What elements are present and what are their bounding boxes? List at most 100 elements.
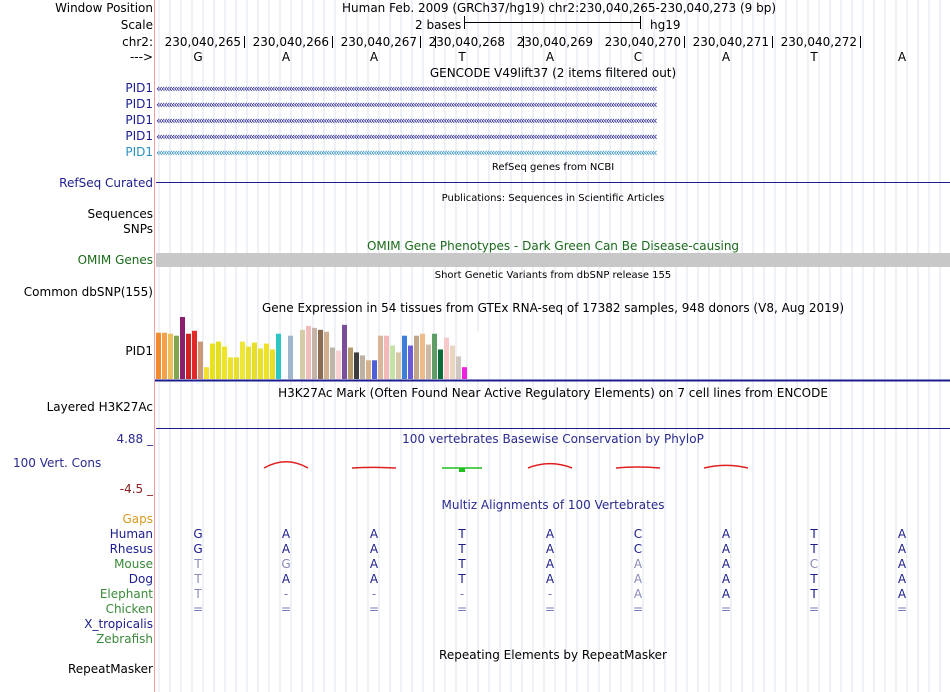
multiz-species-label[interactable]: Mouse [114,557,153,571]
gtex-tissue-bar[interactable] [258,348,263,379]
multiz-species-label[interactable]: Rhesus [109,542,153,556]
gtex-tissue-bar[interactable] [300,329,305,379]
multiz-species-label[interactable]: Dog [128,572,153,586]
gtex-tissue-bar[interactable] [366,360,371,379]
gencode-transcript[interactable]: ‹‹‹‹‹‹‹‹‹‹‹‹‹‹‹‹‹‹‹‹‹‹‹‹‹‹‹‹‹‹‹‹‹‹‹‹‹‹‹‹… [156,131,658,143]
dbsnp-title[interactable]: Short Genetic Variants from dbSNP releas… [434,270,672,281]
gtex-tissue-bar[interactable] [372,360,377,379]
gtex-tissue-bar[interactable] [156,332,161,379]
gtex-tissue-bar[interactable] [426,344,431,379]
conservation-score-mark[interactable] [527,462,573,469]
gencode-gene-label[interactable]: PID1 [125,145,153,159]
conservation-score-mark[interactable] [351,466,397,469]
gtex-tissue-bar[interactable] [462,367,467,379]
gtex-tissue-bar[interactable] [288,335,293,379]
publications-title[interactable]: Publications: Sequences in Scientific Ar… [441,193,665,204]
gtex-tissue-bar[interactable] [210,343,215,379]
gtex-tissue-bar[interactable] [168,333,173,379]
conservation-title[interactable]: 100 vertebrates Basewise Conservation by… [402,432,704,446]
gtex-tissue-bar[interactable] [192,330,197,379]
gaps-label[interactable]: Gaps [122,512,153,526]
gtex-tissue-bar[interactable] [330,347,335,379]
h3k27ac-title[interactable]: H3K27Ac Mark (Often Found Near Active Re… [278,386,828,400]
multiz-species-label[interactable]: X_tropicalis [84,617,153,631]
gtex-tissue-bar[interactable] [414,335,419,379]
gtex-tissue-bar[interactable] [342,324,347,379]
conservation-score-mark[interactable] [263,461,309,469]
gtex-tissue-bar[interactable] [246,346,251,379]
gtex-tissue-bar[interactable] [354,352,359,379]
gtex-label[interactable]: PID1 [125,344,153,358]
gtex-title[interactable]: Gene Expression in 54 tissues from GTEx … [261,301,845,315]
gtex-tissue-bar[interactable] [390,345,395,379]
gtex-tissue-bar[interactable] [162,332,167,379]
gtex-tissue-bar[interactable] [408,345,413,379]
omim-label[interactable]: OMIM Genes [77,253,153,267]
gtex-bar-chart[interactable] [155,314,950,382]
publications-label-snps[interactable]: SNPs [123,222,153,236]
gtex-tissue-bar[interactable] [264,343,269,379]
gtex-tissue-bar[interactable] [348,347,353,379]
gencode-gene-label[interactable]: PID1 [125,81,153,95]
gtex-tissue-bar[interactable] [480,364,485,379]
gtex-tissue-bar[interactable] [216,341,221,379]
gtex-tissue-bar[interactable] [420,333,425,379]
gtex-tissue-bar[interactable] [270,349,275,379]
multiz-species-label[interactable]: Elephant [99,587,153,601]
gtex-tissue-bar[interactable] [306,325,311,379]
gtex-tissue-bar[interactable] [432,333,437,379]
multiz-species-label[interactable]: Zebrafish [96,632,153,646]
omim-title[interactable]: OMIM Gene Phenotypes - Dark Green Can Be… [366,239,740,253]
conservation-label[interactable]: 100 Vert. Cons [13,456,102,470]
gtex-tissue-bar[interactable] [360,355,365,379]
gtex-tissue-bar[interactable] [318,329,323,379]
multiz-species-label[interactable]: Chicken [105,602,153,616]
gtex-tissue-bar[interactable] [378,335,383,379]
window-position-value[interactable]: Human Feb. 2009 (GRCh37/hg19) chr2:230,0… [342,1,777,15]
gtex-tissue-bar[interactable] [204,367,209,379]
gencode-transcript[interactable]: ‹‹‹‹‹‹‹‹‹‹‹‹‹‹‹‹‹‹‹‹‹‹‹‹‹‹‹‹‹‹‹‹‹‹‹‹‹‹‹‹… [156,99,658,111]
gtex-tissue-bar[interactable] [438,349,443,379]
gtex-tissue-bar[interactable] [336,350,341,379]
gtex-tissue-bar[interactable] [276,333,281,379]
conservation-score-mark[interactable] [615,466,661,469]
gtex-tissue-bar[interactable] [402,335,407,379]
gtex-tissue-bar[interactable] [228,357,233,379]
gtex-tissue-bar[interactable] [198,341,203,379]
gtex-tissue-bar[interactable] [444,337,449,379]
gtex-tissue-bar[interactable] [222,346,227,379]
refseq-title[interactable]: RefSeq genes from NCBI [491,162,615,173]
multiz-species-label[interactable]: Human [109,527,153,541]
gtex-tissue-bar[interactable] [186,333,191,379]
omim-bar[interactable] [156,253,950,267]
gencode-gene-label[interactable]: PID1 [125,97,153,111]
conservation-score-mark[interactable] [703,464,749,469]
gtex-tissue-bar[interactable] [180,317,185,379]
gtex-tissue-bar[interactable] [240,341,245,379]
gtex-tissue-bar[interactable] [174,335,179,379]
gtex-tissue-bar[interactable] [324,331,329,379]
gtex-tissue-bar[interactable] [252,342,257,379]
gtex-tissue-bar[interactable] [396,352,401,379]
gtex-tissue-bar[interactable] [450,345,455,379]
h3k27ac-label[interactable]: Layered H3K27Ac [46,400,153,414]
gencode-gene-label[interactable]: PID1 [125,113,153,127]
gtex-tissue-bar[interactable] [234,357,239,379]
refseq-line[interactable] [156,182,950,183]
repeatmasker-title[interactable]: Repeating Elements by RepeatMasker [439,648,667,662]
repeatmasker-label[interactable]: RepeatMasker [67,662,153,676]
dbsnp-label[interactable]: Common dbSNP(155) [23,285,153,299]
publications-label-sequences[interactable]: Sequences [87,207,153,221]
gencode-gene-label[interactable]: PID1 [125,129,153,143]
gencode-transcript[interactable]: ‹‹‹‹‹‹‹‹‹‹‹‹‹‹‹‹‹‹‹‹‹‹‹‹‹‹‹‹‹‹‹‹‹‹‹‹‹‹‹‹… [156,115,658,127]
refseq-label[interactable]: RefSeq Curated [59,176,153,190]
multiz-title[interactable]: Multiz Alignments of 100 Vertebrates [441,498,665,512]
gtex-tissue-bar[interactable] [468,337,473,379]
gtex-tissue-bar[interactable] [312,327,317,379]
conservation-negative-mark[interactable] [459,468,465,472]
gencode-transcript[interactable]: ‹‹‹‹‹‹‹‹‹‹‹‹‹‹‹‹‹‹‹‹‹‹‹‹‹‹‹‹‹‹‹‹‹‹‹‹‹‹‹‹… [156,83,658,95]
gtex-tissue-bar[interactable] [474,331,479,379]
conservation-plot[interactable] [156,444,950,489]
gencode-transcript[interactable]: ‹‹‹‹‹‹‹‹‹‹‹‹‹‹‹‹‹‹‹‹‹‹‹‹‹‹‹‹‹‹‹‹‹‹‹‹‹‹‹‹… [156,147,658,159]
gencode-title[interactable]: GENCODE V49lift37 (2 items filtered out) [429,66,677,80]
